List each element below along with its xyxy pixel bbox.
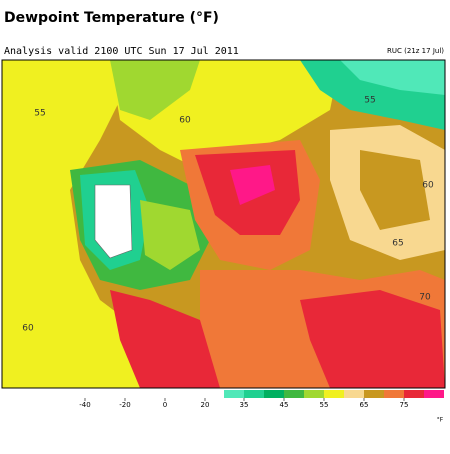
region	[140, 200, 200, 270]
colorbar-unit: °F	[437, 417, 444, 424]
colorbar-tick-label: 20	[201, 401, 210, 409]
colorbar-tick-label: 75	[400, 401, 409, 409]
contour-label: 60	[179, 116, 191, 126]
colorbar-tick-label: -20	[119, 401, 130, 409]
colorbar-swatch	[384, 390, 404, 398]
region	[2, 60, 150, 388]
colorbar-swatch	[224, 390, 244, 398]
title: Dewpoint Temperature (°F)	[4, 10, 219, 26]
region	[94, 184, 133, 259]
colorbar-swatch	[304, 390, 324, 398]
region	[110, 290, 220, 388]
map-frame	[1, 59, 446, 389]
colorbar-swatch	[424, 390, 444, 398]
colorbar-tick-label: 45	[280, 401, 289, 409]
colorbar-swatch	[344, 390, 364, 398]
colorbar-swatch	[244, 390, 264, 398]
region	[300, 290, 445, 388]
region	[230, 165, 275, 205]
map	[1, 59, 446, 389]
colorbar-tick-label: 65	[360, 401, 369, 409]
contour-labels: 55 60 55 60 65 70 60	[22, 96, 434, 334]
colorbar-swatch	[404, 390, 424, 398]
colorbar-tick-label: -40	[79, 401, 90, 409]
contour-label: 55	[364, 96, 375, 106]
colorbar-tick-label: 0	[163, 401, 167, 409]
contour-label: 60	[422, 181, 434, 191]
colorbar-swatch	[364, 390, 384, 398]
contour-label: 65	[392, 239, 403, 249]
region	[360, 150, 430, 230]
colorbar-swatch	[324, 390, 344, 398]
region	[340, 60, 445, 95]
colorbar-swatch	[264, 390, 284, 398]
region	[110, 60, 200, 120]
colorbar: -40 -20 0 20 35 45 55 65 75 °F	[79, 390, 444, 424]
colorbar-tick-label: 35	[240, 401, 249, 409]
contour-label: 70	[419, 293, 431, 303]
colorbar-swatch	[284, 390, 304, 398]
model-label: RUC (21z 17 Jul)	[387, 47, 444, 55]
colorbar-tick-label: 55	[320, 401, 329, 409]
contour-label: 60	[22, 324, 34, 334]
subtitle: Analysis valid 2100 UTC Sun 17 Jul 2011	[4, 46, 239, 57]
contour-label: 55	[34, 109, 45, 119]
